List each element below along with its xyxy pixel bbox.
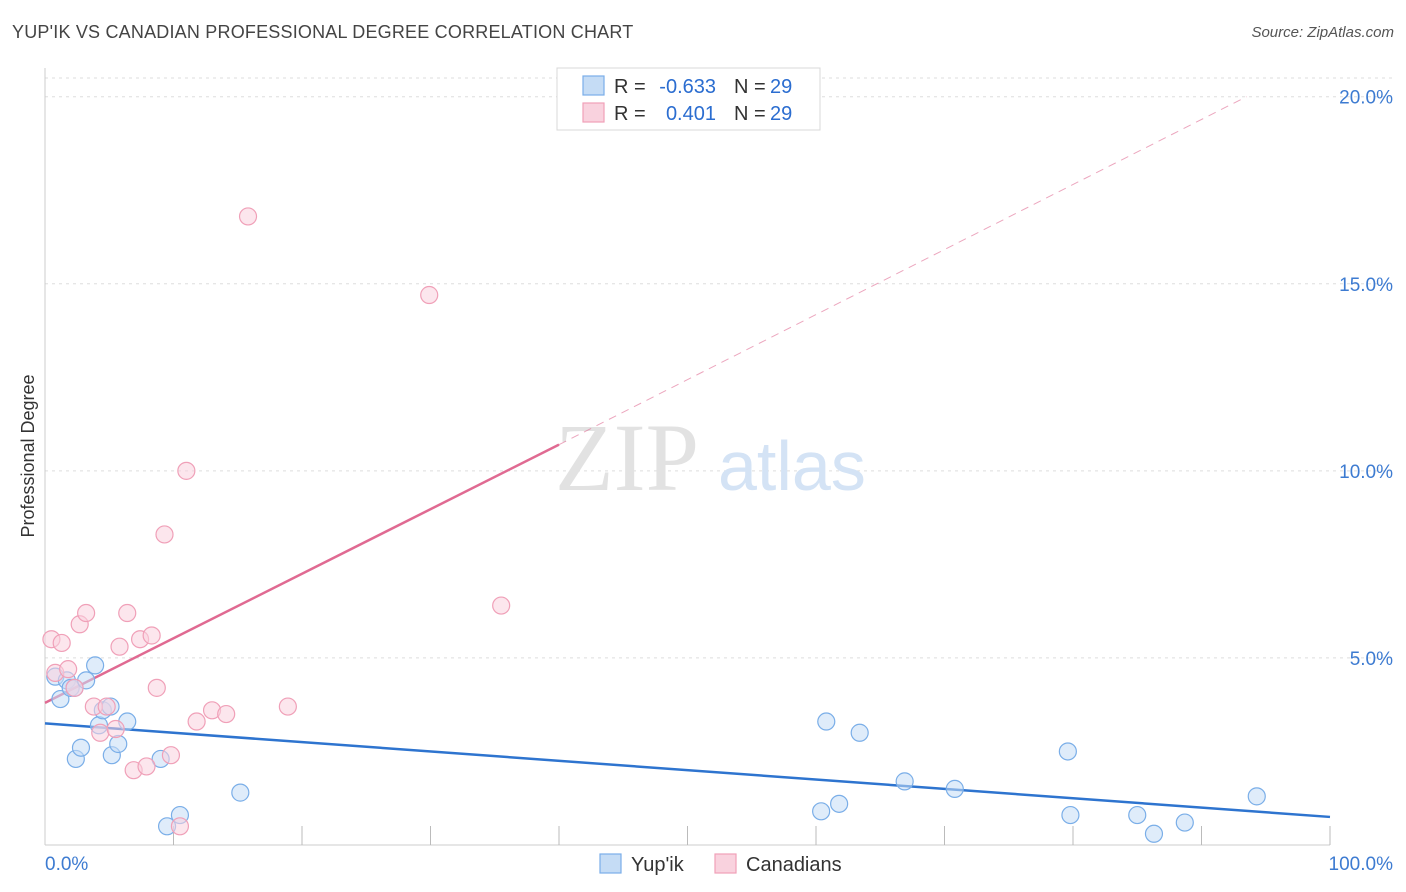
yupik-point-29	[1175, 813, 1194, 832]
y-tick-label-1: 10.0%	[1339, 462, 1393, 483]
canadians-point-9	[97, 697, 116, 716]
canadians-point-22	[187, 712, 206, 731]
legend-swatch-yupik	[582, 75, 605, 96]
yupik-point-20	[817, 712, 836, 731]
axes	[44, 68, 1331, 846]
legend-n-value-canadians: 29	[770, 103, 792, 125]
x-tick-label-max: 100.0%	[1329, 854, 1394, 875]
legend-r-value-yupik: -0.633	[659, 76, 716, 98]
canadians-point-6	[77, 603, 96, 623]
yupik-point-22	[850, 723, 869, 742]
canadians-point-16	[142, 626, 161, 645]
legend-r-label-canadians: R =	[614, 103, 646, 125]
yupik-point-8	[86, 656, 105, 675]
legend: R = -0.633 N = 29 R = 0.401 N = 29	[556, 67, 821, 131]
canadians-point-15	[137, 757, 156, 776]
bottom-legend-swatch-yupik	[599, 853, 622, 874]
y-tick-labels: 5.0% 10.0% 15.0% 20.0%	[1339, 88, 1393, 670]
canadians-point-12	[118, 603, 137, 623]
legend-r-value-canadians: 0.401	[666, 103, 716, 125]
trendline-2	[558, 96, 1247, 446]
yupik-point-21	[830, 794, 849, 813]
canadians-point-20	[170, 817, 190, 836]
yupik-point-25	[1058, 742, 1077, 761]
canadians-point-11	[110, 637, 129, 656]
chart-source: Source: ZipAtlas.com	[1251, 24, 1394, 41]
y-tick-label-3: 20.0%	[1339, 88, 1393, 109]
yupik-point-18	[231, 783, 250, 802]
watermark-atlas: atlas	[718, 427, 866, 505]
canadians-point-18	[155, 525, 174, 544]
legend-swatch-canadians	[582, 102, 605, 123]
grid	[45, 77, 1395, 659]
yupik-point-6	[71, 738, 91, 757]
watermark: ZIP atlas	[555, 404, 866, 511]
y-tick-label-2: 15.0%	[1339, 275, 1393, 296]
canadians-point-24	[217, 704, 236, 724]
yupik-point-1	[51, 689, 70, 709]
yupik-point-26	[1061, 805, 1080, 825]
bottom-legend-label-canadians: Canadians	[746, 854, 842, 876]
canadians-point-25	[238, 207, 258, 226]
canadians-point-28	[492, 596, 511, 615]
y-axis-label: Professional Degree	[18, 374, 38, 537]
x-tick-labels: 0.0% 100.0%	[45, 854, 1393, 875]
canadians-point-27	[420, 285, 439, 305]
bottom-legend-label-yupik: Yup'ik	[631, 854, 685, 876]
canadians-point-3	[59, 660, 78, 679]
trendline-1	[44, 443, 560, 704]
bottom-legend-swatch-canadians	[714, 853, 737, 874]
legend-r-label-yupik: R =	[614, 76, 646, 98]
canadians-point-2	[52, 633, 71, 653]
legend-n-label-yupik: N =	[734, 76, 766, 98]
canadians-point-4	[65, 678, 84, 697]
yupik-point-30	[1247, 787, 1266, 806]
canadians-point-10	[106, 719, 125, 739]
yupik-point-24	[945, 779, 964, 798]
legend-n-label-canadians: N =	[734, 103, 766, 125]
canadians-point-8	[91, 723, 110, 742]
yupik-point-19	[812, 802, 831, 821]
yupik-point-27	[1128, 805, 1147, 825]
chart-title: YUP'IK VS CANADIAN PROFESSIONAL DEGREE C…	[12, 22, 634, 42]
canadians-point-19	[161, 746, 181, 765]
canadians-point-17	[147, 678, 166, 697]
watermark-zip: ZIP	[555, 404, 699, 511]
yupik-point-13	[109, 734, 128, 754]
canadians-point-26	[278, 697, 297, 716]
trendline-0	[44, 722, 1331, 819]
legend-n-value-yupik: 29	[770, 76, 792, 98]
yupik-point-23	[895, 772, 914, 791]
canadians-point-21	[177, 461, 196, 480]
bottom-legend: Yup'ik Canadians	[599, 853, 842, 876]
trendlines	[44, 96, 1331, 819]
data-points	[42, 207, 1266, 843]
x-tick-label-min: 0.0%	[45, 854, 88, 875]
y-tick-label-0: 5.0%	[1350, 649, 1393, 670]
yupik-point-28	[1144, 824, 1164, 843]
